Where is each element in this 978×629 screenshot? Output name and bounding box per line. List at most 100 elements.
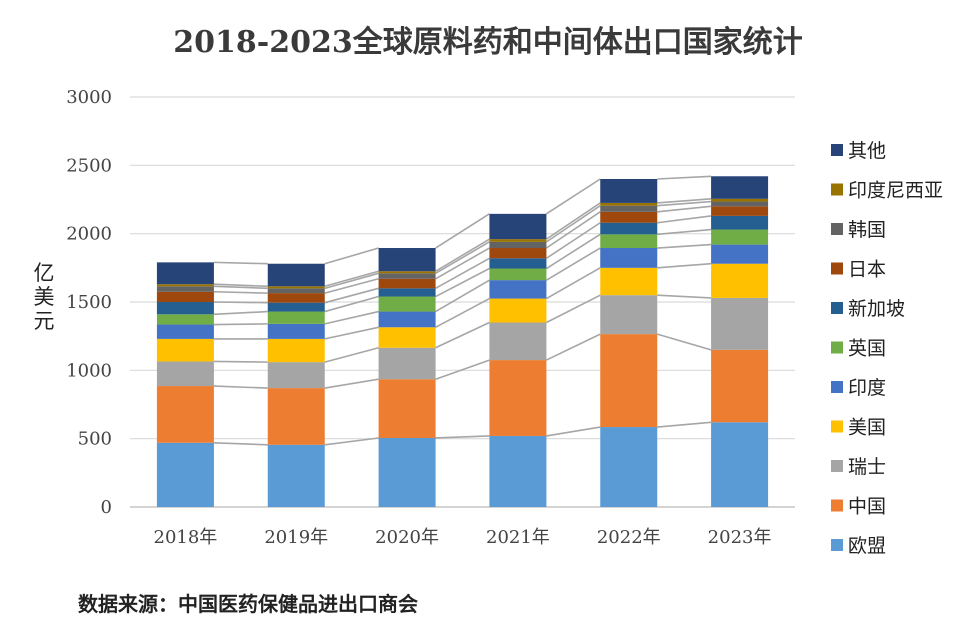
bar-其他-2023年 [711,176,769,199]
legend-item: 欧盟 [831,535,886,557]
connector-日本 [435,247,490,280]
connector-其他 [657,175,712,180]
legend-label: 日本 [848,259,886,281]
connector-英国 [545,233,601,270]
connector-欧盟 [546,426,601,437]
legend-swatch [831,302,843,314]
legend-swatch [831,499,843,512]
legend-label: 新加坡 [848,298,905,320]
connector-韩国 [213,285,268,290]
legend-label: 印度尼西亚 [848,180,943,202]
bar-韩国-2022年 [600,205,658,212]
bar-日本-2020年 [378,278,436,289]
y-tick-label: 1000 [66,360,112,381]
connector-印度 [435,279,490,313]
connector-欧盟 [657,421,712,428]
bar-印度-2018年 [156,324,214,339]
connector-瑞士 [657,294,712,299]
series-connectors [213,175,712,446]
legend-item: 日本 [831,259,886,281]
connector-中国 [213,385,268,389]
bar-印度-2019年 [267,323,325,339]
y-tick-label: 3000 [66,87,112,108]
connector-中国 [435,359,490,380]
x-tick-label: 2018年 [154,527,218,548]
connector-印度 [546,247,601,281]
bar-英国-2020年 [378,296,436,312]
connector-韩国 [545,204,601,243]
x-axis-ticks: 2018年 2019年 2020年 2021年 2022年 2023年 [154,527,772,548]
bar-欧盟-2019年 [267,444,325,507]
bar-中国-2021年 [489,360,547,436]
connector-其他 [213,261,268,265]
connector-其他 [324,247,379,265]
bar-中国-2023年 [711,349,769,423]
bar-新加坡-2022年 [600,222,658,235]
connector-印度 [213,323,268,326]
bar-日本-2021年 [489,248,547,259]
bar-印度尼西亚-2022年 [600,202,658,206]
x-tick-label: 2019年 [264,527,328,548]
bar-欧盟-2020年 [378,437,436,507]
legend-label: 韩国 [848,219,886,241]
bar-欧盟-2018年 [156,442,214,507]
bar-美国-2022年 [600,267,658,296]
bar-瑞士-2018年 [156,361,214,387]
connector-日本 [545,211,601,249]
bars [156,176,769,507]
bar-中国-2020年 [378,379,436,438]
legend-swatch [831,183,843,196]
connector-日本 [324,277,379,294]
connector-瑞士 [213,360,268,363]
connector-新加坡 [435,257,490,290]
bar-韩国-2020年 [378,273,436,279]
bar-英国-2022年 [600,234,658,249]
legend-label: 瑞士 [848,456,886,478]
legend-item: 韩国 [831,219,886,241]
bar-新加坡-2019年 [267,302,325,312]
source-note: 数据来源：中国医药保健品进出口商会 [78,592,418,616]
y-axis-ticks: 0 500 1000 1500 2000 2500 3000 [66,87,112,518]
connector-印度 [657,243,712,249]
bar-欧盟-2021年 [489,435,547,507]
bar-新加坡-2020年 [378,288,436,297]
legend-item: 美国 [831,417,886,439]
bar-印度-2021年 [489,280,547,299]
bar-韩国-2023年 [711,201,769,207]
legend-item: 印度尼西亚 [831,180,943,202]
bar-韩国-2018年 [156,286,214,292]
connector-英国 [435,267,490,298]
connector-欧盟 [435,435,490,439]
bar-欧盟-2022年 [600,427,658,507]
bar-新加坡-2021年 [489,258,547,269]
bar-印度尼西亚-2019年 [267,286,325,289]
legend-item: 印度 [831,377,886,399]
connector-印度尼西亚 [545,202,601,240]
bar-印度-2022年 [600,248,658,268]
bar-印度尼西亚-2023年 [711,198,769,202]
legend-item: 新加坡 [831,298,905,320]
x-tick-label: 2021年 [486,527,550,548]
bar-英国-2018年 [156,314,214,325]
bar-美国-2023年 [711,263,769,298]
bar-新加坡-2023年 [711,215,769,230]
bar-印度尼西亚-2020年 [378,271,436,274]
bar-其他-2020年 [378,248,436,272]
bar-美国-2019年 [267,338,325,363]
connector-美国 [324,326,379,340]
bar-日本-2022年 [600,211,658,223]
y-tick-label: 1500 [66,292,112,313]
legend-label: 中国 [848,496,886,518]
connector-中国 [324,378,379,389]
legend-swatch [831,381,843,393]
bar-日本-2019年 [267,293,325,303]
legend-item: 英国 [831,338,886,360]
x-tick-label: 2022年 [597,527,661,548]
connector-印度尼西亚 [324,270,379,288]
legend-swatch [831,144,843,156]
bar-英国-2019年 [267,311,325,324]
connector-美国 [657,262,712,269]
y-tick-label: 2000 [66,224,112,245]
connector-其他 [545,178,601,215]
